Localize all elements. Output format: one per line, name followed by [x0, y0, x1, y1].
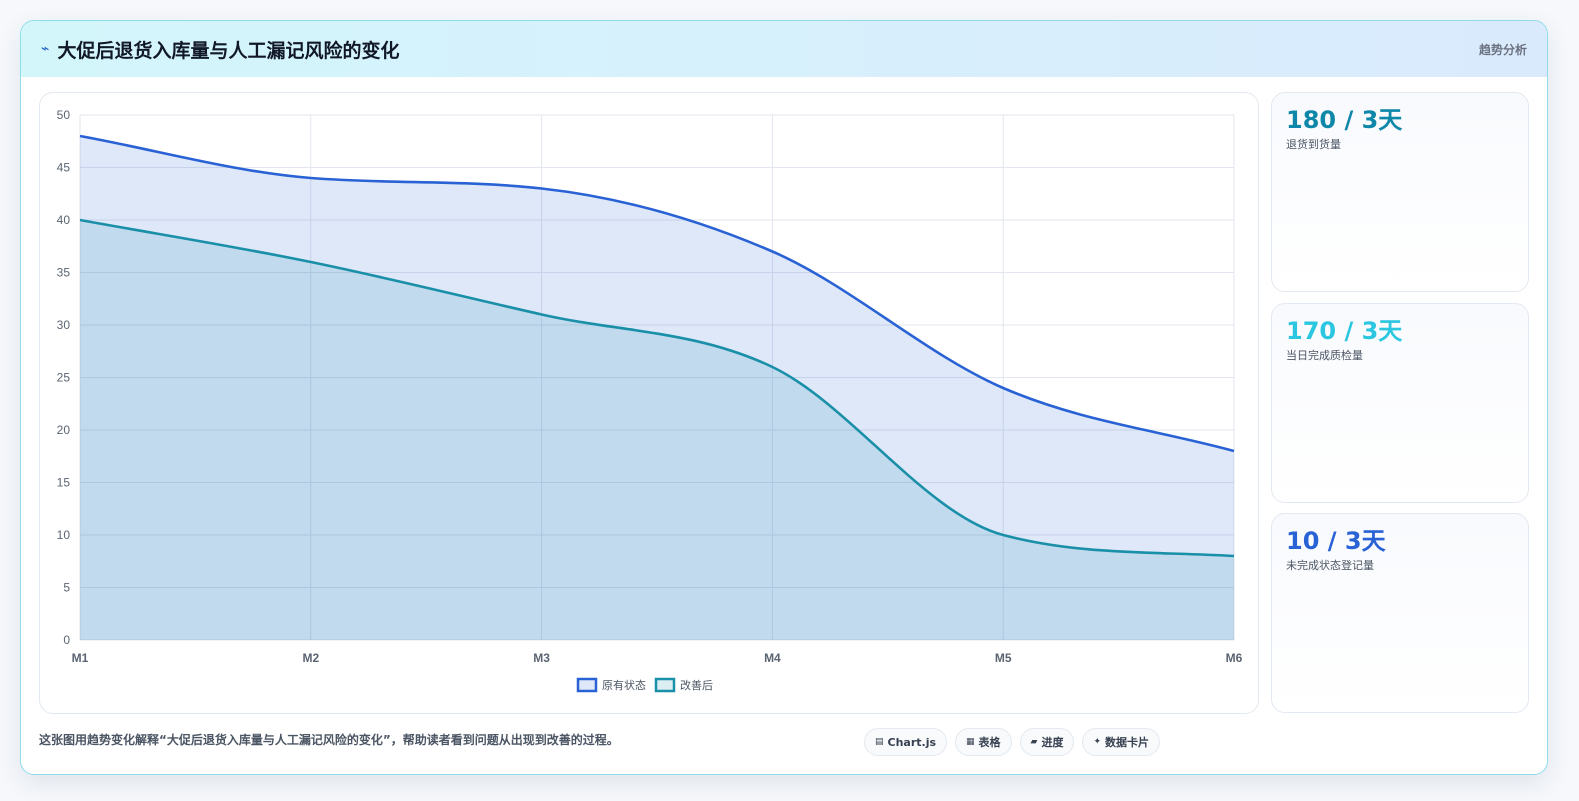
y-tick-label: 30 — [57, 318, 71, 332]
x-tick-label: M4 — [764, 651, 781, 665]
series-area-1 — [80, 136, 1234, 640]
chip-progress[interactable]: ▰ 进度 — [1019, 728, 1075, 756]
y-tick-label: 10 — [57, 528, 71, 542]
chip-table[interactable]: ▦ 表格 — [955, 728, 1012, 756]
chip-label: Chart.js — [887, 735, 937, 749]
y-tick-label: 40 — [57, 213, 71, 227]
x-tick-label: M6 — [1226, 651, 1243, 665]
y-tick-label: 15 — [57, 476, 71, 490]
stat-card-unregistered: 10 / 3天 未完成状态登记量 — [1271, 513, 1529, 713]
progress-icon: ▰ — [1030, 737, 1038, 747]
table-icon: ▦ — [966, 737, 975, 747]
stat-value: 10 / 3天 — [1286, 527, 1386, 555]
series-line-1 — [79, 134, 1235, 453]
stat-card-inspected: 170 / 3天 当日完成质检量 — [1271, 303, 1529, 503]
chart-panel: 0 5 10 15 20 25 30 35 40 45 50 M1 M2 M3 M4 M5 M6 原有状态 改善后 — [39, 92, 1259, 714]
x-tick-label: M5 — [995, 651, 1012, 665]
stat-label: 退货到货量 — [1286, 138, 1341, 151]
x-tick-label: M2 — [302, 651, 319, 665]
x-tick-label: M1 — [72, 651, 89, 665]
legend-swatch — [576, 677, 598, 693]
page-title: 大促后退货入库量与人工漏记风险的变化 — [57, 39, 400, 62]
series-line-2 — [79, 218, 1235, 558]
stat-card-returns: 180 / 3天 退货到货量 — [1271, 92, 1529, 292]
card-header: ⌁ 大促后退货入库量与人工漏记风险的变化 趋势分析 — [21, 21, 1547, 77]
y-tick-label: 5 — [63, 581, 70, 595]
chip-data-card[interactable]: ✦ 数据卡片 — [1082, 728, 1161, 756]
stat-label: 当日完成质检量 — [1286, 349, 1363, 362]
main-card: ⌁ 大促后退货入库量与人工漏记风险的变化 趋势分析 0 5 10 15 20 25 30 35… — [20, 20, 1548, 775]
y-tick-label: 45 — [57, 161, 71, 175]
bolt-icon: ⌁ — [41, 41, 50, 57]
y-tick-label: 35 — [57, 266, 71, 280]
stat-label: 未完成状态登记量 — [1286, 559, 1374, 572]
chart-description: 这张图用趋势变化解释“大促后退货入库量与人工漏记风险的变化”，帮助读者看到问题从… — [39, 733, 619, 747]
legend-swatch — [654, 677, 676, 693]
legend-label: 原有状态 — [602, 678, 646, 692]
stat-value: 170 / 3天 — [1286, 317, 1403, 345]
chip-label: 表格 — [978, 736, 1001, 749]
x-tick-label: M3 — [533, 651, 550, 665]
area-chart: 0 5 10 15 20 25 30 35 40 45 50 M1 M2 M3 M4 M5 M6 原有状态 改善后 — [57, 108, 1243, 693]
chip-label: 进度 — [1041, 736, 1064, 749]
series-area-2 — [80, 220, 1234, 640]
y-tick-label: 25 — [57, 371, 71, 385]
feature-chips: ▤ Chart.js ▦ 表格 ▰ 进度 ✦ 数据卡片 — [864, 728, 1161, 756]
trend-analysis-tag[interactable]: 趋势分析 — [1478, 42, 1527, 57]
chart-icon: ▤ — [875, 737, 884, 747]
chip-label: 数据卡片 — [1105, 736, 1150, 749]
stat-value: 180 / 3天 — [1286, 106, 1403, 134]
sparkle-icon: ✦ — [1093, 737, 1102, 747]
y-tick-label: 0 — [63, 633, 70, 647]
y-tick-label: 50 — [57, 108, 71, 122]
chip-chartjs[interactable]: ▤ Chart.js — [864, 728, 948, 756]
legend-label: 改善后 — [680, 678, 713, 692]
y-tick-label: 20 — [57, 423, 71, 437]
